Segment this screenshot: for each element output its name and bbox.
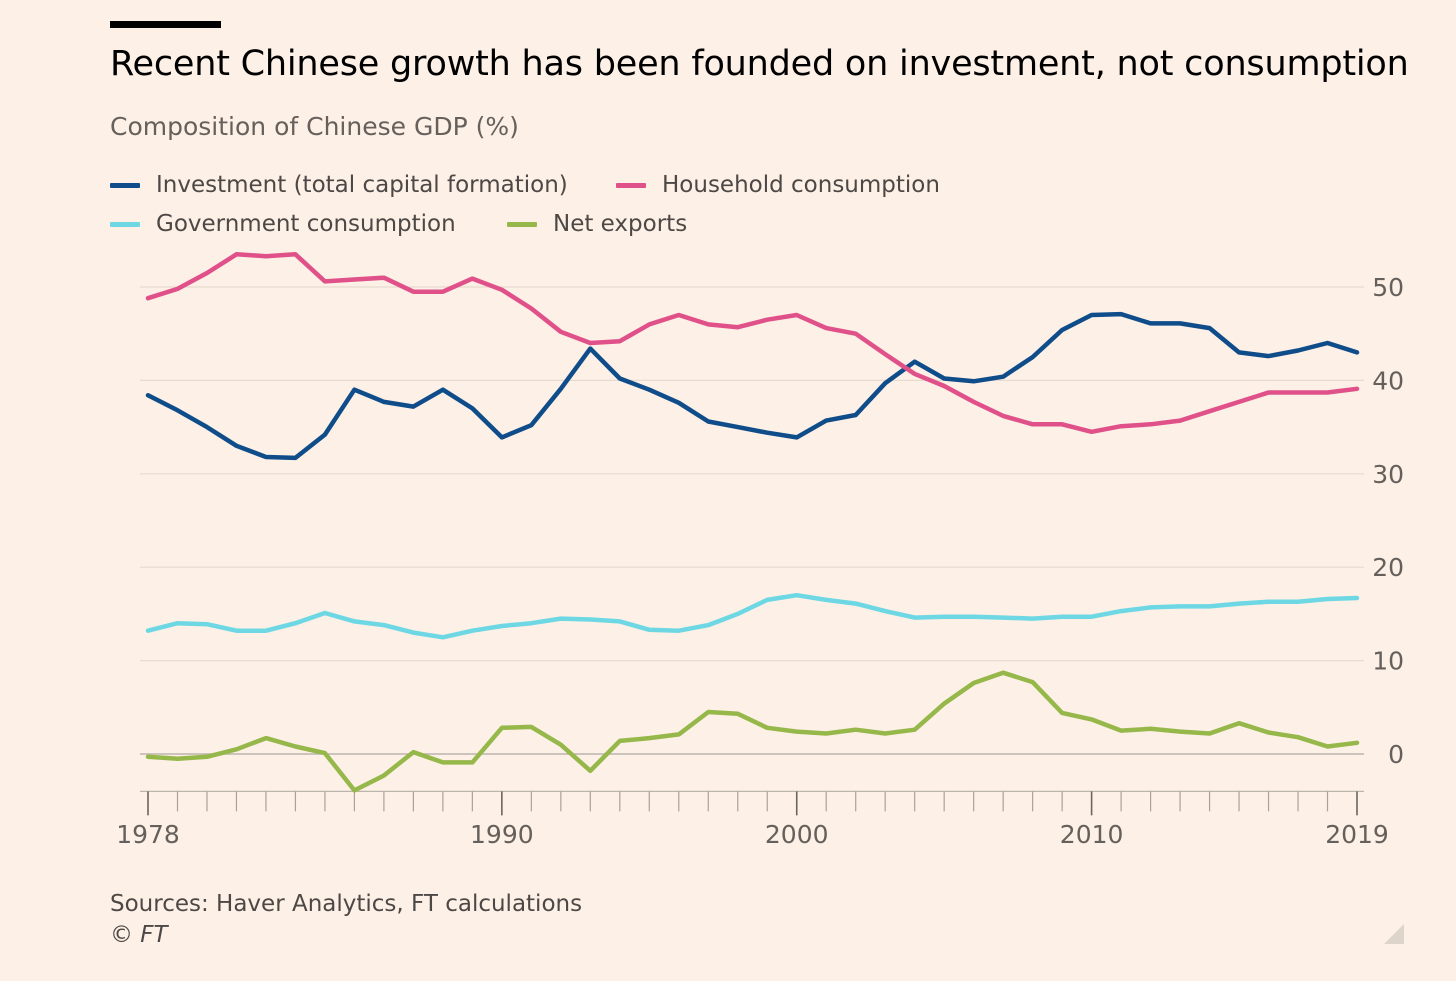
- y-tick-label-30: 30: [1372, 460, 1404, 489]
- series-lines: [145, 252, 1360, 793]
- x-tick-label-1990: 1990: [470, 820, 534, 849]
- net-exports-line: [145, 670, 1360, 793]
- legend-swatch-net-exports: [507, 221, 537, 227]
- x-tick-label-2019: 2019: [1325, 820, 1389, 849]
- source-note: Sources: Haver Analytics, FT calculation…: [110, 891, 583, 917]
- tick-labels: 0 10 20 30 40 50 1978 1990 2000 2010 2019: [116, 273, 1404, 849]
- grid-lines: [140, 286, 1364, 755]
- y-tick-label-20: 20: [1372, 553, 1404, 582]
- investment-line: [145, 311, 1360, 461]
- legend-label-net-exports: Net exports: [553, 211, 688, 237]
- legend-item-investment: Investment (total capital formation): [110, 172, 568, 198]
- chart-title: Recent Chinese growth has been founded o…: [110, 44, 1409, 84]
- copyright-note: © FT: [110, 922, 168, 948]
- legend-swatch-government-consumption: [110, 221, 140, 227]
- legend-item-household-consumption: Household consumption: [616, 172, 940, 198]
- chart-subtitle: Composition of Chinese GDP (%): [110, 112, 519, 141]
- legend-swatch-investment: [110, 182, 140, 188]
- resize-handle-icon[interactable]: [1384, 924, 1404, 944]
- legend-item-government-consumption: Government consumption: [110, 211, 456, 237]
- legend-label-government-consumption: Government consumption: [156, 211, 456, 237]
- legend-swatch-household-consumption: [616, 182, 646, 188]
- legend-label-household-consumption: Household consumption: [662, 172, 940, 198]
- top-rule: [110, 21, 221, 28]
- y-tick-label-10: 10: [1372, 647, 1404, 676]
- y-tick-label-0: 0: [1388, 740, 1404, 769]
- legend-label-investment: Investment (total capital formation): [156, 172, 568, 198]
- x-axis: [140, 790, 1364, 816]
- legend-item-net-exports: Net exports: [507, 211, 687, 237]
- y-tick-label-50: 50: [1372, 273, 1404, 302]
- household-consumption-line: [145, 252, 1360, 435]
- x-tick-label-2010: 2010: [1060, 820, 1124, 849]
- government-consumption-line: [145, 592, 1360, 640]
- x-tick-label-2000: 2000: [765, 820, 829, 849]
- x-tick-label-1978: 1978: [116, 820, 180, 849]
- y-tick-label-40: 40: [1372, 366, 1404, 395]
